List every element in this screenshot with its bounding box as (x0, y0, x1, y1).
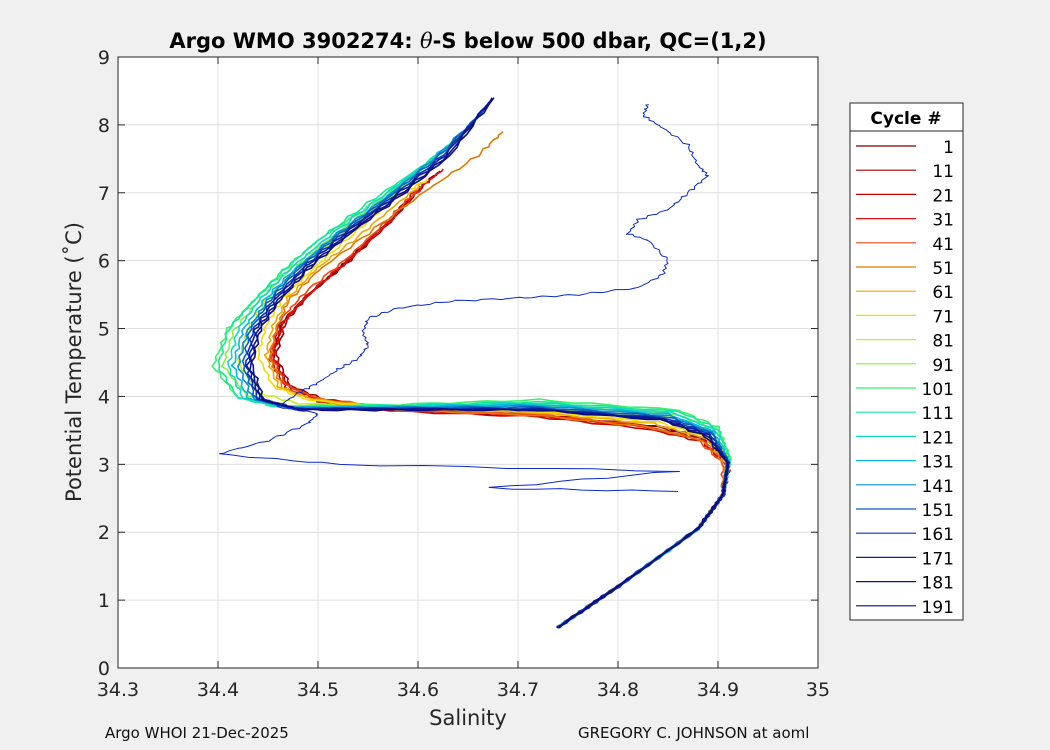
y-tick-label: 5 (98, 319, 110, 341)
series-line-outlier (218, 104, 709, 492)
title-prefix: Argo WMO 3902274: (169, 29, 420, 53)
legend-label-91: 91 (932, 356, 954, 376)
legend-label-181: 181 (922, 574, 954, 594)
legend-label-101: 101 (922, 380, 954, 400)
title-suffix: -S below 500 dbar, QC=(1,2) (433, 29, 767, 53)
x-tick-label: 34.9 (697, 679, 739, 701)
legend-label-121: 121 (922, 428, 954, 448)
legend-label-81: 81 (932, 332, 954, 352)
y-tick-label: 1 (98, 590, 110, 612)
legend-box (849, 102, 964, 621)
y-tick-label: 4 (98, 386, 110, 408)
plot-frame (117, 56, 819, 669)
legend-entries: 1112131415161718191101111121131141151161… (856, 138, 954, 618)
legend-label-41: 41 (932, 235, 954, 255)
y-tick-label: 9 (98, 47, 110, 69)
footer-author: GREGORY C. JOHNSON at aoml (578, 724, 810, 742)
legend-label-71: 71 (932, 307, 954, 327)
legend-label-131: 131 (922, 453, 954, 473)
y-tick-label: 2 (98, 522, 110, 544)
legend-label-1: 1 (943, 138, 954, 158)
series-layer (211, 97, 733, 629)
chart-title: Argo WMO 3902274: θ-S below 500 dbar, QC… (169, 29, 766, 53)
x-tick-label: 34.7 (497, 679, 539, 701)
y-tick-label: 3 (98, 454, 110, 476)
x-tick-label: 35 (806, 679, 830, 701)
x-axis-label: Salinity (429, 706, 507, 730)
legend-label-111: 111 (922, 404, 954, 424)
x-tick-label: 34.3 (97, 679, 139, 701)
legend-label-61: 61 (932, 283, 954, 303)
series-line-171 (245, 100, 731, 628)
y-tick-label: 7 (98, 183, 110, 205)
y-tick-label: 8 (98, 115, 110, 137)
x-tick-label: 34.8 (597, 679, 639, 701)
x-tick-label: 34.5 (297, 679, 339, 701)
y-axis-label: Potential Temperature (˚C) (62, 222, 86, 502)
axis-ticks: 34.3 34.4 34.5 34.6 34.7 34.8 34.9 35 0 1 2 3 4 5 6 7 8 9 (97, 47, 830, 701)
legend-label-31: 31 (932, 211, 954, 231)
legend-title: Cycle # (870, 109, 941, 129)
legend: Cycle # 11121314151617181911011111211311… (849, 102, 964, 621)
y-tick-label: 6 (98, 251, 110, 273)
legend-label-151: 151 (922, 501, 954, 521)
legend-label-21: 21 (932, 186, 954, 206)
x-tick-label: 34.4 (197, 679, 239, 701)
legend-label-191: 191 (922, 598, 954, 618)
footer-source: Argo WHOI 21-Dec-2025 (105, 724, 289, 742)
legend-label-51: 51 (932, 259, 954, 279)
legend-label-141: 141 (922, 477, 954, 497)
legend-label-11: 11 (932, 162, 954, 182)
y-tick-label: 0 (98, 658, 110, 680)
legend-label-171: 171 (922, 549, 954, 569)
legend-label-161: 161 (922, 525, 954, 545)
x-tick-label: 34.6 (397, 679, 439, 701)
title-theta: θ (420, 29, 433, 53)
